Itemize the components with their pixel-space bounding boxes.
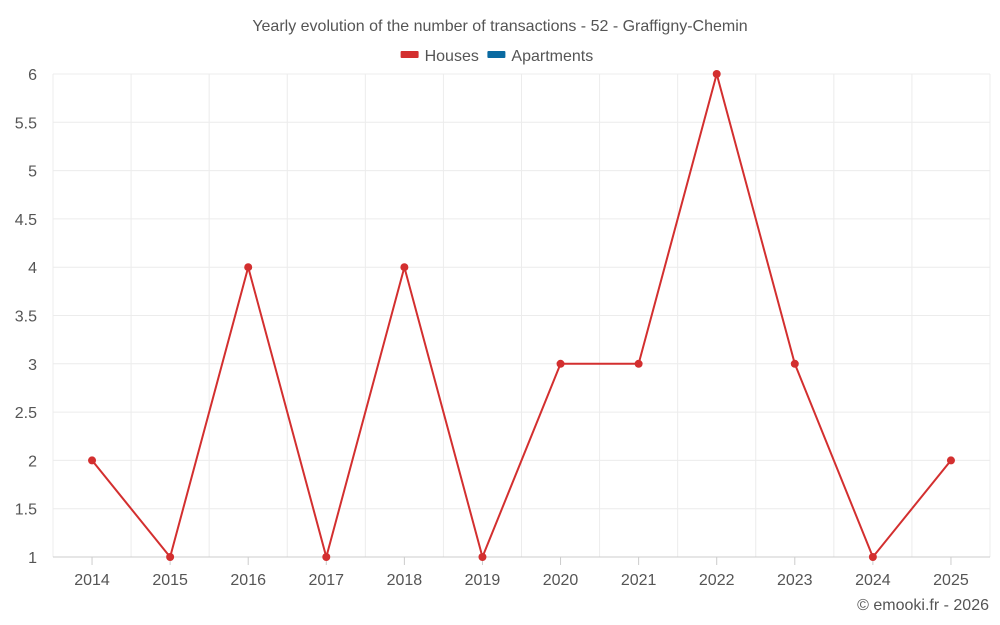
x-tick-label: 2025 xyxy=(933,572,969,589)
y-tick-label: 2.5 xyxy=(15,405,37,422)
x-tick-label: 2018 xyxy=(387,572,423,589)
y-tick-label: 3 xyxy=(28,357,37,374)
data-point[interactable] xyxy=(868,553,877,561)
data-point[interactable] xyxy=(478,553,487,561)
data-point[interactable] xyxy=(634,359,643,368)
data-point[interactable] xyxy=(790,359,799,368)
x-tick-label: 2014 xyxy=(74,572,110,589)
x-tick-label: 2017 xyxy=(308,572,344,589)
series-layer xyxy=(88,70,955,561)
data-point[interactable] xyxy=(946,456,955,465)
x-tick-label: 2023 xyxy=(777,572,813,589)
axes: 1 1.5 2 2.5 3 3.5 4 4.5 5 5.5 6 2014 2015 2016 2017 201… xyxy=(15,67,990,589)
series-line-houses xyxy=(91,73,952,558)
legend-item-houses[interactable]: Houses xyxy=(400,48,479,65)
legend-item-apartments[interactable]: Apartments xyxy=(487,48,593,65)
y-tick-label: 5.5 xyxy=(15,115,37,132)
x-tick-label: 2021 xyxy=(621,572,657,589)
legend[interactable]: Houses Apartments xyxy=(400,48,594,65)
y-tick-label: 2 xyxy=(28,453,37,470)
data-point[interactable] xyxy=(556,359,565,368)
chart-title: Yearly evolution of the number of transa… xyxy=(252,18,747,35)
grid xyxy=(52,73,991,557)
legend-label: Apartments xyxy=(511,48,593,65)
y-tick-label: 1 xyxy=(28,550,37,567)
data-point[interactable] xyxy=(88,456,97,465)
data-point[interactable] xyxy=(166,553,175,561)
y-tick-label: 4 xyxy=(28,260,37,277)
x-tick-label: 2016 xyxy=(230,572,266,589)
y-tick-label: 5 xyxy=(28,164,37,181)
data-point[interactable] xyxy=(712,70,721,78)
legend-swatch xyxy=(487,51,506,58)
x-tick-label: 2024 xyxy=(855,572,891,589)
legend-label: Houses xyxy=(425,48,479,65)
data-point[interactable] xyxy=(322,553,331,561)
x-tick-label: 2020 xyxy=(543,572,579,589)
x-tick-label: 2019 xyxy=(465,572,501,589)
legend-swatch xyxy=(400,51,419,58)
y-tick-label: 3.5 xyxy=(15,309,37,326)
series-houses xyxy=(88,70,955,561)
data-point[interactable] xyxy=(400,263,409,272)
credit-text: © emooki.fr - 2026 xyxy=(857,597,989,614)
y-tick-label: 4.5 xyxy=(15,212,37,229)
y-tick-label: 6 xyxy=(28,67,37,84)
data-point[interactable] xyxy=(244,263,253,272)
x-tick-label: 2022 xyxy=(699,572,735,589)
y-tick-label: 1.5 xyxy=(15,502,37,519)
x-tick-label: 2015 xyxy=(152,572,188,589)
